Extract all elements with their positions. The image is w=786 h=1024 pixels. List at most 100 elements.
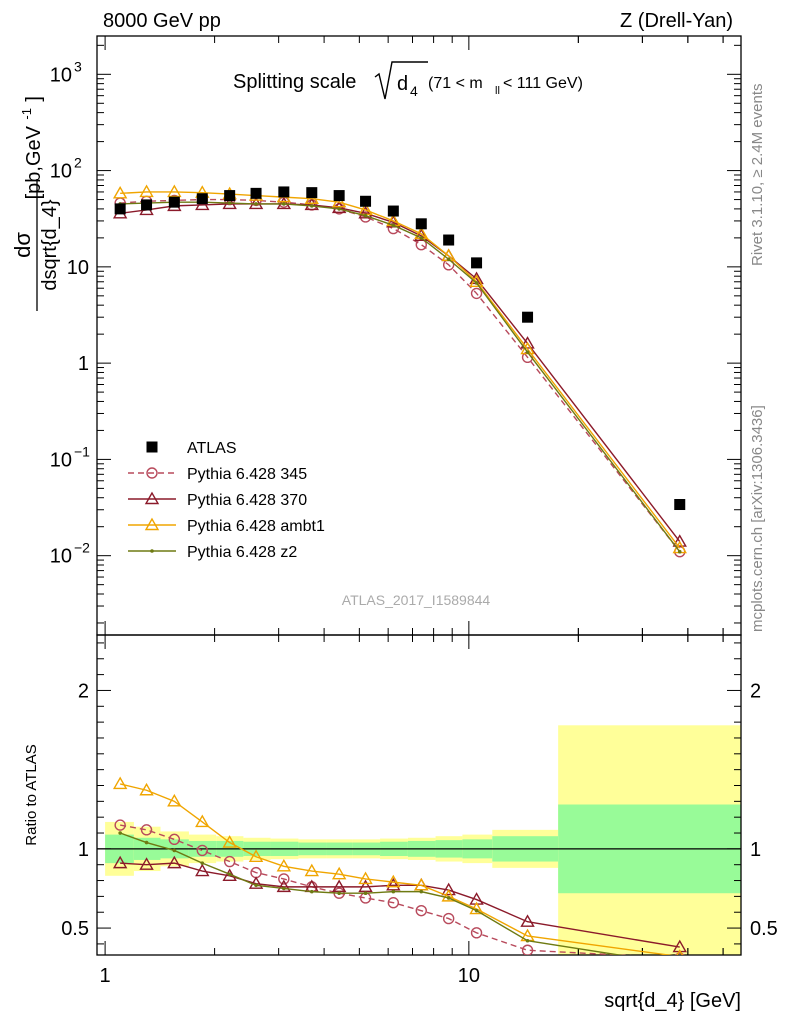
- legend: ATLAS Pythia 6.428 345 Pythia 6.428 370 Pyt…: [128, 440, 325, 561]
- ratio-point-p345: [196, 844, 208, 857]
- legend-label-atlas: ATLAS: [187, 440, 237, 457]
- ratio-point-z2: [309, 889, 314, 894]
- main-point-p370: [304, 197, 319, 211]
- analysis-watermark: ATLAS_2017_I1589844: [342, 592, 491, 608]
- main-y-axis-label: dσ dsqrt{d_4}: [10, 179, 61, 311]
- main-point-p370: [414, 228, 429, 242]
- ratio-point-z2: [446, 896, 451, 900]
- ratio-point-z2: [419, 889, 424, 894]
- ratio-point-p370: [248, 876, 264, 889]
- ratio-point-ambt1: [248, 849, 264, 862]
- title-main: Splitting scale: [233, 71, 356, 93]
- main-point-z2: [391, 223, 396, 228]
- plot-title: Splitting scale d 4 (71 < m ll < 111 GeV…: [233, 61, 583, 100]
- ratio-uncertainty-bands: [97, 725, 741, 955]
- ratio-point-z2: [200, 861, 205, 865]
- ratio-point-p345: [140, 824, 153, 836]
- ratio-point-p370: [386, 877, 401, 891]
- main-point-ambt1: [139, 184, 154, 198]
- ylabel-numerator: dσ: [10, 232, 35, 258]
- ratio-point-p370: [358, 879, 373, 893]
- main-point-z2: [337, 207, 341, 211]
- ratio-point-z2: [337, 891, 341, 896]
- ratio-line-p370: [120, 862, 680, 948]
- y-tick-label: 10: [50, 449, 72, 471]
- main-point-atlas: [333, 190, 345, 202]
- ylabel-unit: [pb,GeV: [23, 125, 45, 199]
- main-point-atlas: [415, 218, 427, 230]
- main-point-z2: [525, 350, 530, 354]
- main-point-ambt1: [167, 184, 182, 198]
- ratio-line-ambt1: [119, 783, 674, 955]
- ratio-plot-frame: [96, 634, 742, 956]
- main-point-z2: [446, 257, 451, 262]
- main-point-z2: [227, 201, 232, 205]
- ratio-point-ambt1: [195, 814, 210, 828]
- main-point-z2: [677, 549, 682, 554]
- main-point-z2: [309, 204, 314, 208]
- ratio-plot-series: [112, 776, 687, 967]
- ratio-point-p345: [278, 873, 290, 885]
- ratio-point-ambt1: [222, 835, 237, 848]
- main-plot-series: [112, 184, 687, 558]
- main-point-atlas: [250, 187, 262, 199]
- ratio-point-ambt1: [276, 858, 292, 872]
- ratio-point-p345: [521, 944, 534, 955]
- main-point-p370: [276, 196, 292, 210]
- main-point-ambt1: [331, 194, 347, 208]
- x-tick-label: 10: [458, 965, 480, 987]
- main-point-z2: [419, 236, 424, 240]
- ratio-point-p370: [139, 857, 154, 870]
- legend-marker-p345: [146, 467, 158, 479]
- title-cut: (71 < m: [428, 75, 483, 92]
- main-line-z2: [120, 201, 681, 553]
- title-cut-end: < 111 GeV): [503, 75, 583, 92]
- header-left: 8000 GeV pp: [103, 10, 221, 32]
- ratio-point-ambt1: [139, 782, 154, 796]
- ratio-y-tick-label-right: 2: [750, 680, 761, 702]
- x-tick-label: 1: [100, 965, 111, 987]
- ratio-point-z2: [282, 886, 286, 891]
- ratio-point-z2: [118, 831, 122, 835]
- ratio-point-z2: [525, 938, 530, 943]
- main-line-ambt1: [120, 191, 681, 549]
- ratio-point-ambt1: [167, 793, 182, 807]
- ratio-point-ambt1: [358, 871, 373, 885]
- main-point-atlas: [674, 499, 686, 511]
- ratio-point-p345: [387, 897, 400, 909]
- ratio-point-z2: [678, 963, 682, 967]
- ratio-point-p345: [415, 904, 427, 917]
- ylabel-unit-end: ]: [23, 96, 45, 102]
- ratio-point-p370: [167, 855, 182, 869]
- sqrt-symbol-icon: [374, 61, 428, 100]
- axis-ticks: [97, 36, 741, 955]
- ratio-point-ambt1: [441, 888, 456, 902]
- ratio-point-p370: [520, 914, 535, 927]
- ratio-y-tick-label-left: 2: [78, 680, 89, 702]
- ratio-point-p345: [470, 927, 483, 939]
- legend-marker-z2: [150, 549, 154, 553]
- main-point-z2: [254, 202, 258, 206]
- ratio-point-ambt1: [469, 901, 484, 915]
- main-point-atlas: [306, 187, 318, 199]
- ratio-point-p345: [442, 912, 455, 925]
- ratio-point-z2: [474, 908, 479, 913]
- title-cut-sub: ll: [495, 85, 500, 97]
- y-tick-label: 10: [50, 546, 72, 568]
- main-point-atlas: [522, 311, 534, 323]
- ratio-y-tick-label-left: 0.5: [61, 918, 89, 940]
- legend-label-p345: Pythia 6.428 345: [187, 466, 307, 483]
- header-right: Z (Drell-Yan): [620, 10, 733, 32]
- mcplots-label: mcplots.cern.ch [arXiv:1306.3436]: [749, 405, 766, 632]
- y-tick-label: 10: [67, 257, 89, 279]
- y-tick-label: 10: [50, 64, 72, 86]
- legend-label-ambt1: Pythia 6.428 ambt1: [187, 518, 325, 535]
- ratio-point-p370: [195, 863, 210, 877]
- rivet-label: Rivet 3.1.10, ≥ 2.4M events: [749, 84, 766, 267]
- main-point-atlas: [278, 186, 290, 198]
- ratio-point-p370: [331, 879, 347, 893]
- y-tick-label-exp: 3: [74, 58, 82, 74]
- legend-marker-ambt1: [144, 517, 160, 531]
- legend-marker-atlas: [146, 441, 158, 453]
